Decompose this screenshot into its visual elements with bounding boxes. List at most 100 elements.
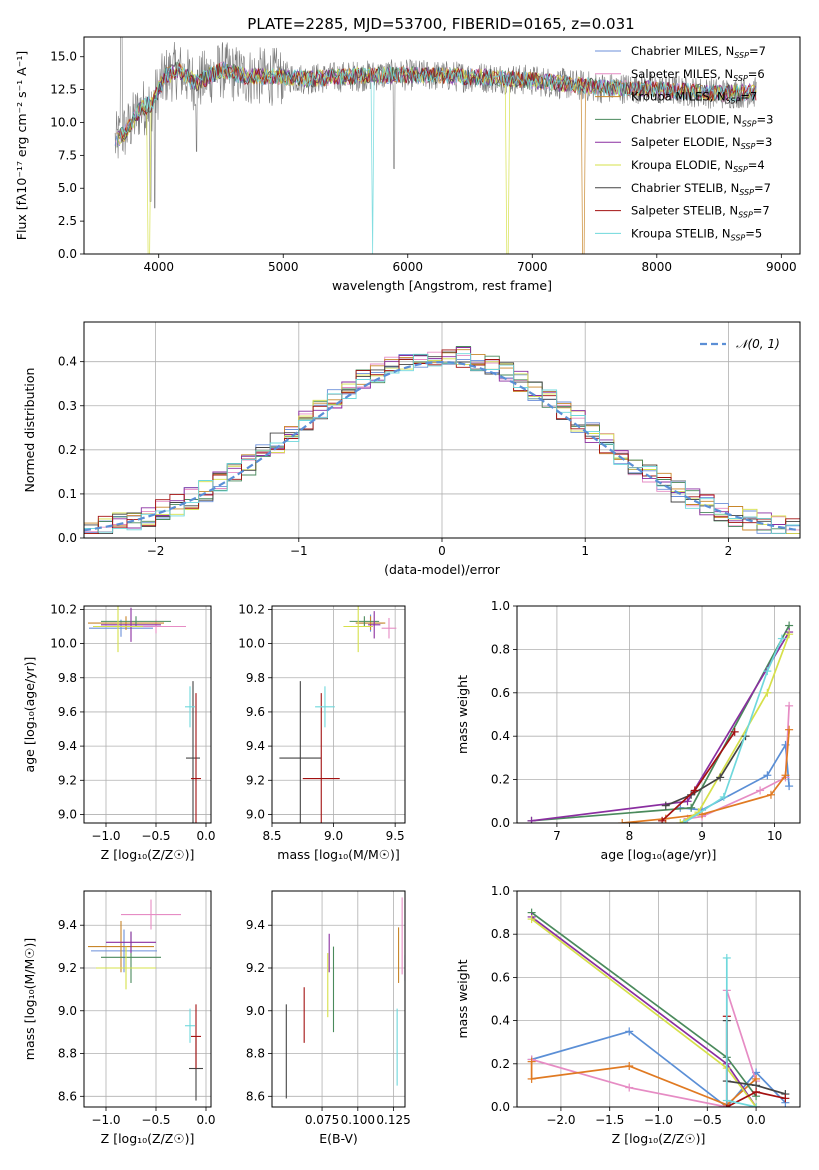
y-tick-label: 10.2 xyxy=(238,602,265,616)
y-tick-label: 0.6 xyxy=(491,686,510,700)
x-axis-label: wavelength [Angstrom, rest frame] xyxy=(332,278,552,293)
y-tick-label: 10.0 xyxy=(50,637,77,651)
residual-histogram xyxy=(84,353,800,535)
series-marker xyxy=(527,1057,536,1066)
x-tick-label: 0.075 xyxy=(305,1113,339,1127)
y-tick-label: 9.2 xyxy=(246,961,265,975)
x-tick-label: 9.5 xyxy=(386,829,405,843)
y-tick-label: 15.0 xyxy=(50,50,77,64)
legend: Chabrier MILES, NSSP=7 Salpeter MILES, NS… xyxy=(595,44,773,242)
data-point xyxy=(96,946,156,990)
plot-area xyxy=(285,897,405,1099)
x-tick-label: 8000 xyxy=(642,260,673,274)
plot-area xyxy=(527,908,790,1107)
data-point xyxy=(302,693,340,823)
y-axis-label: mass [log₁₀(M/M☉)] xyxy=(22,938,37,1060)
y-tick-label: 0.2 xyxy=(58,443,77,457)
x-axis-label: (data-model)/error xyxy=(384,562,501,577)
model-spectrum xyxy=(119,62,756,254)
y-tick-label: 9.0 xyxy=(58,1004,77,1018)
y-tick-label: 9.8 xyxy=(246,671,265,685)
series-marker xyxy=(763,688,772,697)
y-tick-label: 9.6 xyxy=(58,705,77,719)
y-axis-label: mass weight xyxy=(455,675,470,754)
y-tick-label: 0.4 xyxy=(491,729,510,743)
x-tick-label: −1.0 xyxy=(91,1113,120,1127)
legend-label: Chabrier MILES, NSSP=7 xyxy=(631,44,766,60)
series-marker xyxy=(752,1103,761,1107)
x-tick-label: −1.5 xyxy=(595,1113,624,1127)
x-axis-label: Z [log₁₀(Z/Z☉)] xyxy=(612,1131,706,1146)
x-tick-label: −1 xyxy=(290,544,308,558)
x-axis-label: age [log₁₀(age/yr)] xyxy=(601,847,717,862)
data-point xyxy=(106,931,156,954)
chart-mass_weight_vs_age: 7 8 9 10 0.0 0.2 0.4 0.6 0.8 1.0 age [log₁₀(age/yr… xyxy=(455,599,801,862)
series-line xyxy=(687,705,790,820)
series-marker xyxy=(679,819,688,823)
axes-frame xyxy=(271,890,406,1108)
series-marker xyxy=(625,1083,634,1092)
x-tick-label: 0.0 xyxy=(196,829,215,843)
legend-label: Chabrier ELODIE, NSSP=3 xyxy=(631,112,773,128)
axes-frame xyxy=(516,890,801,1108)
x-tick-label: 0.100 xyxy=(341,1113,375,1127)
axes-frame xyxy=(83,36,801,255)
y-tick-label: 9.2 xyxy=(58,961,77,975)
plot-area xyxy=(279,606,397,823)
series-marker xyxy=(730,727,739,736)
legend-label: Salpeter ELODIE, NSSP=3 xyxy=(631,135,772,151)
data-point xyxy=(191,1004,201,1069)
x-tick-label: −1.0 xyxy=(644,1113,673,1127)
series-marker xyxy=(527,816,536,823)
x-tick-label: −2.0 xyxy=(546,1113,575,1127)
y-tick-label: 5.0 xyxy=(58,181,77,195)
series-line xyxy=(531,1030,787,1107)
y-tick-label: 9.4 xyxy=(246,739,265,753)
series-marker xyxy=(625,1061,634,1070)
x-tick-label: 0.0 xyxy=(747,1113,766,1127)
y-tick-label: 0.1 xyxy=(58,487,77,501)
x-tick-label: 5000 xyxy=(268,260,299,274)
gaussian-curve xyxy=(84,360,800,532)
series-line xyxy=(530,1061,757,1106)
data-point xyxy=(101,607,161,642)
chart-spectrum: 4000 5000 6000 7000 8000 9000 0.0 2.5 5.0 7.5 10.0… xyxy=(14,36,801,293)
y-tick-label: 9.6 xyxy=(246,705,265,719)
x-axis-label: Z [log₁₀(Z/Z☉)] xyxy=(101,847,195,862)
chart-age_vs_Z: −1.0 −0.5 0.0 9.0 9.2 9.4 9.6 9.8 10.0 10.2 Z [log… xyxy=(22,602,216,862)
series-marker xyxy=(722,1096,731,1105)
y-axis-label: age [log₁₀(age/yr)] xyxy=(22,657,37,773)
y-tick-label: 9.4 xyxy=(58,918,77,932)
axes-frame xyxy=(83,321,801,539)
series-marker xyxy=(756,786,765,795)
y-tick-label: 9.0 xyxy=(58,807,77,821)
x-tick-label: 7000 xyxy=(517,260,548,274)
y-tick-label: 2.5 xyxy=(58,214,77,228)
y-tick-label: 7.5 xyxy=(58,148,77,162)
y-tick-label: 8.8 xyxy=(246,1047,265,1061)
series-marker xyxy=(781,1094,790,1103)
series-marker xyxy=(785,630,794,639)
data-point xyxy=(343,606,373,653)
y-tick-label: 10.0 xyxy=(238,637,265,651)
y-tick-label: 9.4 xyxy=(246,918,265,932)
y-tick-label: 8.8 xyxy=(58,1047,77,1061)
x-tick-label: −0.5 xyxy=(141,1113,170,1127)
x-tick-label: 9.0 xyxy=(324,829,343,843)
y-tick-label: 8.6 xyxy=(246,1089,265,1103)
x-tick-label: −1.0 xyxy=(91,829,120,843)
x-tick-label: −0.5 xyxy=(693,1113,722,1127)
y-tick-label: 0.2 xyxy=(491,1057,510,1071)
series-marker xyxy=(716,773,725,782)
y-axis-label: Normed distribution xyxy=(22,368,37,493)
chart-mass_vs_Z: −1.0 −0.5 0.0 8.6 8.8 9.0 9.2 9.4 Z [log₁₀(Z/Z☉)… xyxy=(22,890,216,1146)
legend-label: Kroupa ELODIE, NSSP=4 xyxy=(631,158,765,174)
series-marker xyxy=(690,786,699,795)
series-marker xyxy=(722,953,731,962)
data-point xyxy=(186,681,200,823)
x-tick-label: 6000 xyxy=(392,260,423,274)
plot-area xyxy=(527,621,794,823)
data-point xyxy=(185,1008,195,1043)
y-axis-label: mass weight xyxy=(455,959,470,1038)
plot-area xyxy=(84,346,800,535)
